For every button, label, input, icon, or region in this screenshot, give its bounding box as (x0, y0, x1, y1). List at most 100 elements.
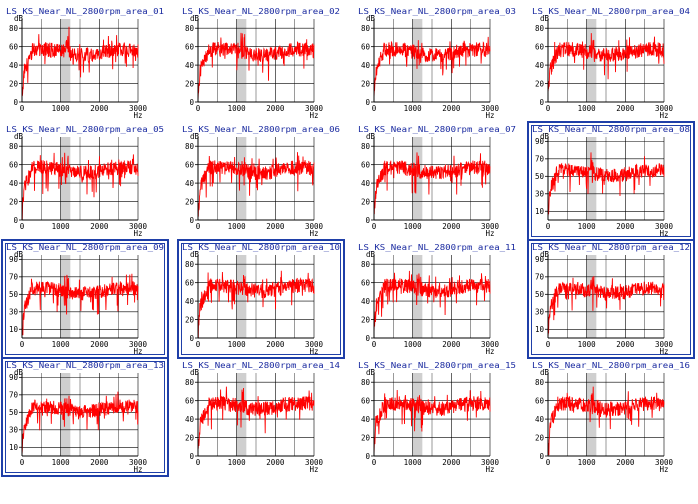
y-tick-label: 80 (9, 142, 19, 151)
chart-title: LS_KS_Near_NL_2800rpm_area_04 (532, 6, 690, 16)
highlight-band (236, 255, 247, 338)
x-tick-label: 3000 (129, 104, 148, 113)
y-tick-label: 60 (535, 42, 545, 51)
x-tick-label: 0 (20, 458, 25, 467)
x-tick-label: 1000 (52, 104, 71, 113)
x-tick-label: 1000 (404, 340, 423, 349)
y-axis-label: dB (14, 132, 24, 141)
spectrum-panel[interactable]: LS_KS_Near_NL_2800rpm_area_05 dB 0 20 40 60 80… (2, 122, 168, 240)
spectrum-trace (373, 36, 491, 98)
y-axis-label: dB (190, 132, 200, 141)
y-tick-label: 40 (535, 61, 545, 70)
spectrum-panel[interactable]: LS_KS_Near_NL_2800rpm_area_06 dB 0 20 40 60 80… (178, 122, 344, 240)
y-axis-label: dB (14, 14, 24, 23)
y-tick-label: 30 (9, 426, 19, 435)
y-tick-label: 40 (361, 415, 371, 424)
y-tick-label: 0 (189, 98, 194, 107)
x-axis-label: Hz (659, 347, 668, 356)
y-axis-label: dB (540, 368, 550, 377)
spectrum-panel[interactable]: LS_KS_Near_NL_2800rpm_area_01 dB 0 20 40 60 80… (2, 4, 168, 122)
y-tick-label: 30 (535, 308, 545, 317)
y-axis-label: dB (190, 250, 200, 259)
spectrum-panel[interactable]: LS_KS_Near_NL_2800rpm_area_16 dB 0 20 40 60 80… (528, 358, 694, 476)
x-tick-label: 2000 (266, 104, 285, 113)
highlight-band (412, 137, 423, 220)
x-tick-label: 0 (20, 340, 25, 349)
y-tick-label: 50 (535, 290, 545, 299)
x-tick-label: 0 (372, 340, 377, 349)
highlight-band (586, 373, 597, 456)
spectrum-panel[interactable]: LS_KS_Near_NL_2800rpm_area_13 dB 10 30 50 70 9… (1, 357, 169, 477)
x-tick-label: 2000 (90, 222, 109, 231)
spectrum-panel[interactable]: LS_KS_Near_NL_2800rpm_area_08 dB 10 30 50 70 9… (527, 121, 695, 241)
y-tick-label: 60 (185, 160, 195, 169)
chart-title: LS_KS_Near_NL_2800rpm_area_05 (6, 124, 164, 134)
spectrum-panel[interactable]: LS_KS_Near_NL_2800rpm_area_10 dB 0 20 40 60 80… (177, 239, 345, 359)
spectrum-panel[interactable]: LS_KS_Near_NL_2800rpm_area_03 dB 0 20 40 60 80… (354, 4, 520, 122)
y-tick-label: 20 (9, 79, 19, 88)
x-tick-label: 2000 (442, 222, 461, 231)
y-axis-label: dB (366, 14, 376, 23)
x-tick-label: 3000 (481, 340, 500, 349)
chart-title: LS_KS_Near_NL_2800rpm_area_11 (358, 242, 516, 252)
chart-title: LS_KS_Near_NL_2800rpm_area_03 (358, 6, 516, 16)
x-axis-label: Hz (659, 111, 668, 120)
spectrum-panel[interactable]: LS_KS_Near_NL_2800rpm_area_07 dB 0 20 40 60 80… (354, 122, 520, 240)
y-tick-label: 20 (535, 433, 545, 442)
spectrum-trace (373, 389, 491, 456)
x-tick-label: 3000 (655, 340, 674, 349)
x-tick-label: 2000 (442, 104, 461, 113)
x-tick-label: 3000 (129, 340, 148, 349)
x-tick-label: 0 (372, 222, 377, 231)
highlight-band (60, 19, 71, 102)
spectrum-panel[interactable]: LS_KS_Near_NL_2800rpm_area_04 dB 0 20 40 60 80… (528, 4, 694, 122)
spectrum-panel[interactable]: LS_KS_Near_NL_2800rpm_area_02 dB 0 20 40 60 80… (178, 4, 344, 122)
spectrum-panel[interactable]: LS_KS_Near_NL_2800rpm_area_11 dB 0 20 40 60 80… (354, 240, 520, 358)
y-tick-label: 20 (185, 79, 195, 88)
y-axis-label: dB (366, 368, 376, 377)
spectrum-trace (547, 386, 665, 456)
y-tick-label: 80 (185, 378, 195, 387)
chart-title: LS_KS_Near_NL_2800rpm_area_13 (6, 360, 164, 370)
x-tick-label: 3000 (305, 340, 324, 349)
spectrum-panel[interactable]: LS_KS_Near_NL_2800rpm_area_15 dB 0 20 40 60 80… (354, 358, 520, 476)
x-tick-label: 1000 (404, 458, 423, 467)
y-tick-label: 80 (185, 24, 195, 33)
x-tick-label: 2000 (616, 222, 635, 231)
x-tick-label: 1000 (228, 340, 247, 349)
x-axis-label: Hz (133, 229, 142, 238)
y-tick-label: 70 (535, 155, 545, 164)
x-tick-label: 0 (196, 340, 201, 349)
spectrum-panel[interactable]: LS_KS_Near_NL_2800rpm_area_14 dB 0 20 40 60 80… (178, 358, 344, 476)
spectrum-panel[interactable]: LS_KS_Near_NL_2800rpm_area_09 dB 10 30 50 70 9… (1, 239, 169, 359)
x-axis-label: Hz (659, 465, 668, 474)
y-tick-label: 60 (361, 42, 371, 51)
y-tick-label: 40 (9, 61, 19, 70)
spectrum-panel[interactable]: LS_KS_Near_NL_2800rpm_area_12 dB 10 30 50 70 9… (527, 239, 695, 359)
chart-title: LS_KS_Near_NL_2800rpm_area_14 (182, 360, 340, 370)
spectrum-trace (197, 386, 315, 450)
y-tick-label: 50 (535, 172, 545, 181)
x-tick-label: 0 (20, 104, 25, 113)
x-axis-label: Hz (309, 111, 318, 120)
y-tick-label: 20 (361, 197, 371, 206)
y-tick-label: 70 (535, 273, 545, 282)
chart-title: LS_KS_Near_NL_2800rpm_area_06 (182, 124, 340, 134)
x-tick-label: 1000 (52, 458, 71, 467)
y-tick-label: 80 (185, 142, 195, 151)
x-tick-label: 3000 (655, 104, 674, 113)
y-tick-label: 40 (185, 297, 195, 306)
highlight-band (60, 373, 71, 456)
x-tick-label: 1000 (578, 458, 597, 467)
chart-title: LS_KS_Near_NL_2800rpm_area_12 (532, 242, 690, 252)
y-axis-label: dB (540, 132, 550, 141)
x-tick-label: 2000 (442, 458, 461, 467)
y-tick-label: 40 (185, 179, 195, 188)
x-tick-label: 2000 (90, 340, 109, 349)
